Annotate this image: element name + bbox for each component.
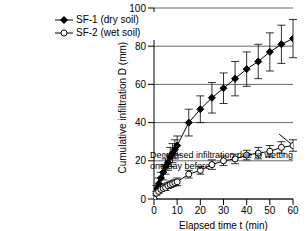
svg-text:10: 10 <box>172 205 184 216</box>
svg-text:60: 60 <box>287 205 299 216</box>
svg-text:50: 50 <box>264 205 276 216</box>
svg-text:80: 80 <box>135 41 147 52</box>
svg-text:20: 20 <box>195 205 207 216</box>
svg-text:40: 40 <box>241 205 253 216</box>
svg-text:0: 0 <box>151 205 157 216</box>
html-text:Decreased infiltration due to: Decreased infiltration due to wetting on… <box>150 150 294 171</box>
svg-text:20: 20 <box>135 155 147 166</box>
svg-text:Cumulative infiltration D (mm): Cumulative infiltration D (mm) <box>117 42 128 174</box>
svg-text:100: 100 <box>129 3 146 14</box>
html-text:SF-2 (wet soil): SF-2 (wet soil) <box>76 27 141 38</box>
svg-text:30: 30 <box>218 205 230 216</box>
svg-text:60: 60 <box>135 79 147 90</box>
svg-text:40: 40 <box>135 117 147 128</box>
svg-text:Elapsed time t (min): Elapsed time t (min) <box>179 220 268 231</box>
svg-text:0: 0 <box>140 194 146 205</box>
html-text:SF-1 (dry soil): SF-1 (dry soil) <box>76 14 139 25</box>
